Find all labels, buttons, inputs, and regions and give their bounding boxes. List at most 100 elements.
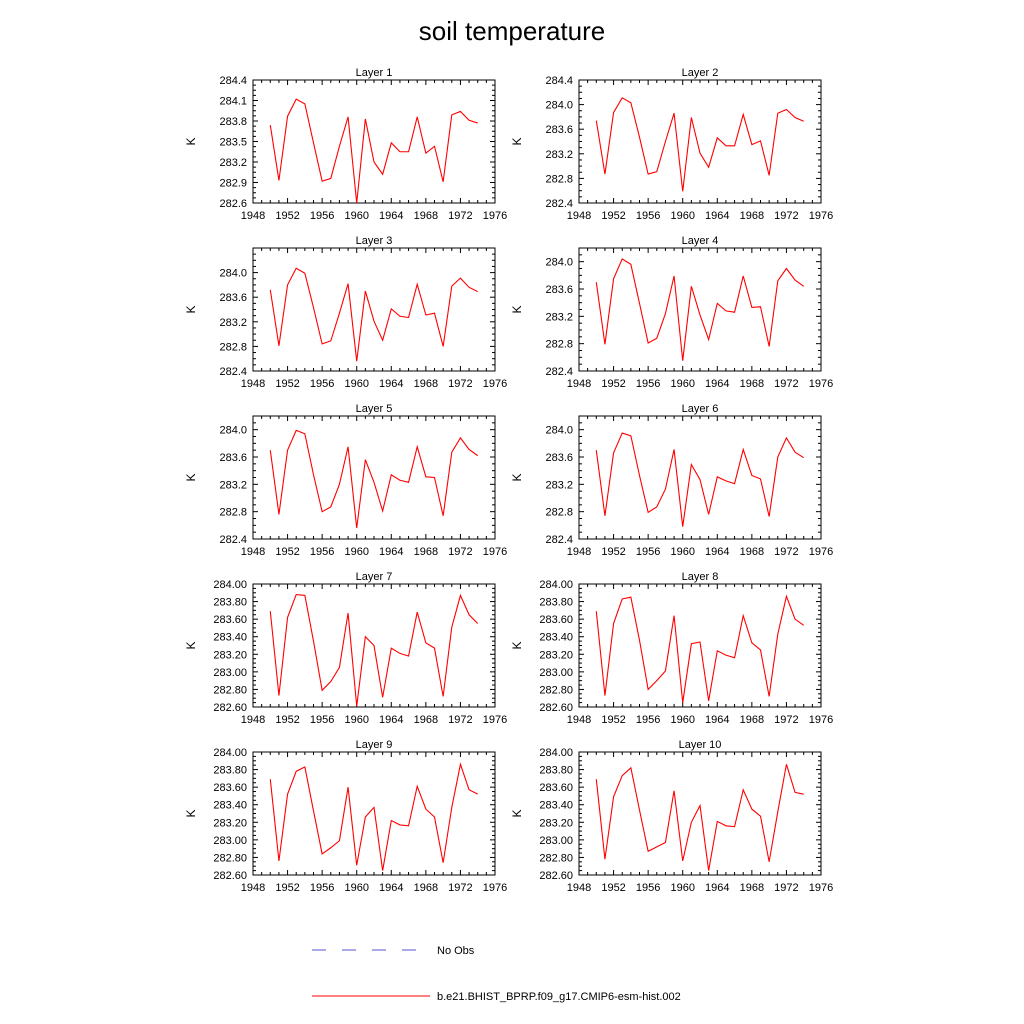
x-tick-label: 1956 — [310, 210, 334, 222]
x-tick-label: 1972 — [774, 882, 798, 894]
panel-title: Layer 5 — [356, 403, 393, 415]
x-tick-label: 1960 — [670, 378, 694, 390]
y-tick-label: 284.1 — [219, 96, 247, 108]
x-tick-label: 1968 — [414, 546, 438, 558]
x-tick-label: 1952 — [601, 210, 625, 222]
y-tick-label: 282.4 — [219, 534, 247, 546]
x-tick-label: 1964 — [379, 378, 403, 390]
y-tick-label: 282.9 — [219, 178, 247, 190]
x-tick-label: 1952 — [275, 714, 299, 726]
y-tick-label: 283.00 — [539, 667, 573, 679]
series-line — [269, 593, 479, 707]
x-tick-label: 1964 — [705, 378, 729, 390]
y-tick-label: 284.00 — [213, 579, 247, 591]
legend-model-label: b.e21.BHIST_BPRP.f09_g17.CMIP6-esm-hist.… — [437, 991, 681, 1003]
y-tick-label: 284.0 — [545, 257, 573, 269]
x-tick-label: 1956 — [636, 714, 660, 726]
x-tick-label: 1964 — [379, 546, 403, 558]
x-tick-label: 1972 — [774, 546, 798, 558]
y-tick-label: 283.00 — [213, 835, 247, 847]
x-tick-label: 1952 — [275, 210, 299, 222]
y-tick-label: 283.60 — [213, 782, 247, 794]
x-tick-label: 1972 — [774, 378, 798, 390]
x-tick-label: 1976 — [809, 546, 833, 558]
y-tick-label: 282.80 — [539, 684, 573, 696]
y-axis-label: K — [510, 137, 524, 145]
y-tick-label: 283.40 — [539, 800, 573, 812]
x-tick-label: 1972 — [774, 210, 798, 222]
y-tick-label: 282.80 — [213, 684, 247, 696]
y-axis-label: K — [184, 305, 198, 313]
y-tick-label: 283.40 — [539, 632, 573, 644]
series-line — [595, 764, 804, 871]
y-tick-label: 283.8 — [219, 116, 247, 128]
x-tick-label: 1968 — [414, 714, 438, 726]
x-tick-label: 1964 — [705, 714, 729, 726]
plot-frame — [578, 751, 822, 876]
y-tick-label: 283.2 — [219, 479, 247, 491]
y-tick-label: 282.60 — [213, 870, 247, 882]
y-tick-label: 282.6 — [219, 198, 247, 210]
x-tick-label: 1948 — [567, 378, 591, 390]
series-line — [269, 429, 479, 529]
y-tick-label: 283.80 — [539, 597, 573, 609]
y-tick-label: 283.2 — [219, 317, 247, 329]
x-tick-label: 1968 — [740, 882, 764, 894]
y-tick-label: 284.4 — [545, 75, 573, 87]
x-tick-label: 1976 — [483, 882, 507, 894]
panel-title: Layer 4 — [682, 235, 719, 247]
x-tick-label: 1964 — [379, 882, 403, 894]
panel-title: Layer 1 — [356, 67, 393, 79]
x-tick-label: 1956 — [636, 378, 660, 390]
y-tick-label: 284.0 — [219, 268, 247, 280]
panel-title: Layer 6 — [682, 403, 719, 415]
x-tick-label: 1976 — [483, 378, 507, 390]
x-tick-label: 1972 — [448, 882, 472, 894]
x-tick-label: 1976 — [483, 210, 507, 222]
x-tick-label: 1960 — [344, 882, 368, 894]
y-tick-label: 283.40 — [213, 800, 247, 812]
x-tick-label: 1960 — [344, 378, 368, 390]
y-tick-label: 283.00 — [539, 835, 573, 847]
series-line — [595, 432, 805, 527]
y-tick-label: 283.20 — [213, 649, 247, 661]
x-tick-label: 1948 — [567, 210, 591, 222]
x-tick-label: 1960 — [670, 882, 694, 894]
x-tick-label: 1968 — [414, 882, 438, 894]
x-tick-label: 1972 — [774, 714, 798, 726]
x-tick-label: 1948 — [241, 714, 265, 726]
panel-grid: Layer 1 K 1948 1952 1956 1960 1964 1968 1972 1976… — [184, 67, 833, 894]
x-tick-label: 1964 — [379, 714, 403, 726]
series-line — [595, 258, 805, 361]
x-tick-label: 1964 — [705, 882, 729, 894]
x-tick-label: 1960 — [344, 714, 368, 726]
x-tick-label: 1952 — [275, 546, 299, 558]
x-tick-label: 1964 — [705, 210, 729, 222]
y-tick-label: 283.20 — [539, 649, 573, 661]
x-tick-label: 1952 — [275, 378, 299, 390]
y-tick-label: 282.8 — [219, 341, 247, 353]
y-tick-label: 283.2 — [545, 149, 573, 161]
x-tick-label: 1976 — [809, 714, 833, 726]
layer-panel-2: Layer 2 K 1948 1952 1956 1960 1964 1968 1972 1976… — [510, 67, 833, 222]
plot-frame — [578, 415, 822, 540]
x-tick-label: 1972 — [448, 714, 472, 726]
layer-panel-3: Layer 3 K 1948 1952 1956 1960 1964 1968 1972 1976… — [184, 235, 507, 390]
y-tick-label: 283.40 — [213, 632, 247, 644]
x-tick-label: 1968 — [414, 210, 438, 222]
layer-panel-5: Layer 5 K 1948 1952 1956 1960 1964 1968 1972 1976… — [184, 403, 507, 558]
panel-title: Layer 3 — [356, 235, 393, 247]
y-tick-label: 283.6 — [545, 284, 573, 296]
panel-title: Layer 9 — [356, 739, 393, 751]
x-tick-label: 1960 — [344, 546, 368, 558]
panel-title: Layer 2 — [682, 67, 719, 79]
x-tick-label: 1976 — [483, 714, 507, 726]
panel-title: Layer 10 — [679, 739, 722, 751]
layer-panel-9: Layer 9 K 1948 1952 1956 1960 1964 1968 1972 1976… — [184, 739, 507, 894]
y-tick-label: 284.00 — [539, 747, 573, 759]
x-tick-label: 1968 — [740, 378, 764, 390]
series-line — [269, 267, 478, 362]
x-tick-label: 1976 — [809, 378, 833, 390]
y-tick-label: 283.80 — [539, 765, 573, 777]
y-tick-label: 283.6 — [545, 124, 573, 136]
